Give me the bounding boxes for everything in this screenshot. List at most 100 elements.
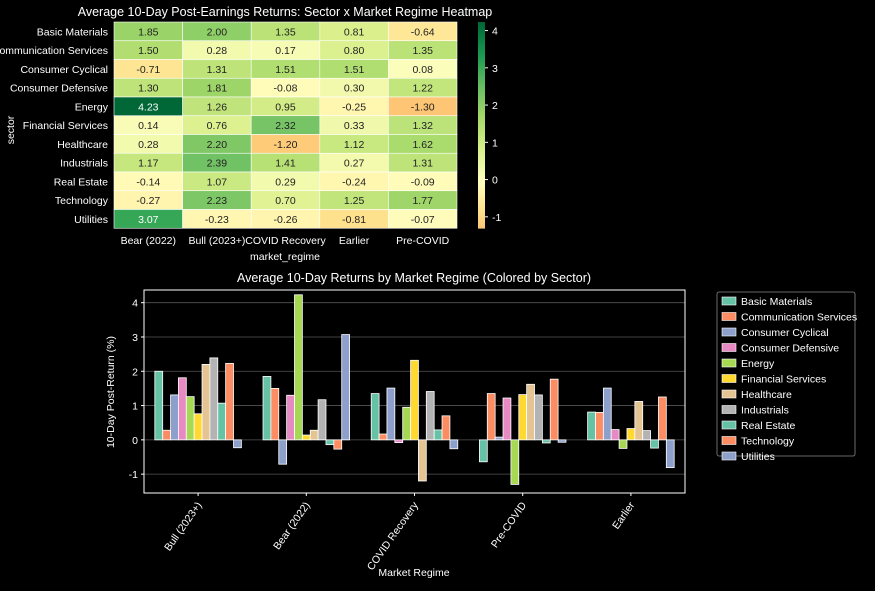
bar-industrials xyxy=(534,394,543,441)
colorbar-segment xyxy=(478,127,485,130)
bar-consumer-cyclical xyxy=(170,394,179,441)
colorbar-segment xyxy=(478,223,485,227)
colorbar-segment xyxy=(478,100,485,103)
colorbar-segment xyxy=(478,180,485,184)
colorbar-segment xyxy=(478,221,485,225)
colorbar-segment xyxy=(478,81,485,85)
colorbar-tick-label: -1 xyxy=(492,212,501,224)
colorbar-segment xyxy=(478,54,485,58)
colorbar-segment xyxy=(478,184,485,188)
bar-industrials xyxy=(317,399,327,441)
colorbar-segment xyxy=(478,125,485,128)
heatmap-column-label: Bear (2022) xyxy=(121,235,176,247)
bar-real-estate xyxy=(541,439,551,444)
colorbar-segment xyxy=(478,160,485,163)
heatmap-cell-value: 2.20 xyxy=(207,139,228,151)
bar-technology xyxy=(333,439,343,450)
bar-chart: Average 10-Day Returns by Market Regime … xyxy=(105,271,857,579)
x-tick-label: Bull (2023+) xyxy=(162,500,204,554)
bar-industrials xyxy=(209,357,219,441)
y-tick-label: 3 xyxy=(132,332,138,344)
heatmap-cell-value: 0.28 xyxy=(207,45,228,57)
bar-y-axis-label: 10-Day Post-Return (%) xyxy=(105,336,117,448)
heatmap-cell-value: 2.23 xyxy=(207,195,228,207)
heatmap-cell-value: 1.35 xyxy=(412,45,433,57)
legend-label: Energy xyxy=(741,358,775,370)
bar-utilities xyxy=(665,439,675,469)
colorbar-segment xyxy=(478,22,485,25)
heatmap-cell-value: 1.25 xyxy=(344,195,365,207)
heatmap-cell-value: 0.28 xyxy=(138,139,159,151)
y-tick-label: 0 xyxy=(132,435,138,447)
colorbar-segment xyxy=(478,28,485,31)
heatmap-cell-value: 1.22 xyxy=(412,83,433,95)
heatmap-cell-value: 1.51 xyxy=(344,64,365,76)
colorbar-segment xyxy=(478,178,485,182)
colorbar-segment xyxy=(478,42,485,46)
colorbar-segment xyxy=(478,147,485,151)
colorbar-segment xyxy=(478,87,485,91)
heatmap-cell-value: 1.26 xyxy=(207,101,228,113)
colorbar-segment xyxy=(478,209,485,213)
bar-consumer-defensive xyxy=(502,397,512,441)
heatmap-cell-value: -0.09 xyxy=(411,176,435,188)
colorbar-segment xyxy=(478,139,485,143)
colorbar-segment xyxy=(478,137,485,141)
colorbar-tick-label: 1 xyxy=(492,137,498,149)
colorbar-tick-label: 3 xyxy=(492,63,498,75)
y-tick-label: 2 xyxy=(132,366,138,378)
heatmap-chart: Average 10-Day Post-Earnings Returns: Se… xyxy=(0,5,501,263)
colorbar-segment xyxy=(478,24,485,27)
heatmap-cell-value: 2.00 xyxy=(207,26,228,38)
heatmap-cell-value: 0.70 xyxy=(275,195,296,207)
heatmap-cell-value: 1.07 xyxy=(207,176,228,188)
colorbar-segment xyxy=(478,205,485,208)
colorbar-segment xyxy=(478,172,485,176)
colorbar-segment xyxy=(478,151,485,155)
bar-real-estate xyxy=(650,439,659,449)
heatmap-cell-value: 1.17 xyxy=(138,158,159,170)
bar-financial-services xyxy=(193,413,203,441)
legend-label: Industrials xyxy=(741,405,789,417)
colorbar-segment xyxy=(478,195,485,198)
colorbar-segment xyxy=(478,26,485,29)
heatmap-cell-value: 1.62 xyxy=(412,139,433,151)
heatmap-cell-value: 0.08 xyxy=(412,64,433,76)
bar-utilities xyxy=(341,334,350,441)
heatmap-title: Average 10-Day Post-Earnings Returns: Se… xyxy=(78,5,493,19)
colorbar-segment xyxy=(478,52,485,56)
colorbar-segment xyxy=(478,157,485,161)
bar-real-estate xyxy=(217,402,227,441)
colorbar-segment xyxy=(478,44,485,48)
heatmap-cell-value: 1.41 xyxy=(275,158,296,170)
colorbar-segment xyxy=(478,197,485,200)
legend: Basic Materials Communication Services Con… xyxy=(716,291,857,463)
colorbar-tick-label: 0 xyxy=(492,175,498,187)
heatmap-cell-value: 0.33 xyxy=(344,120,365,132)
legend-label: Consumer Cyclical xyxy=(741,327,829,339)
legend-swatch xyxy=(721,343,737,352)
colorbar-tick-label: 4 xyxy=(492,26,498,38)
bar-technology xyxy=(225,362,234,441)
colorbar-segment xyxy=(478,83,485,87)
colorbar-segment xyxy=(478,85,485,89)
heatmap-cell-value: 1.35 xyxy=(275,26,296,38)
colorbar-segment xyxy=(478,46,485,50)
bar-real-estate xyxy=(325,439,335,446)
heatmap-row-label: Consumer Defensive xyxy=(10,83,108,95)
bar-real-estate xyxy=(433,429,443,441)
colorbar-segment xyxy=(478,50,485,54)
colorbar-segment xyxy=(478,116,485,120)
legend-label: Basic Materials xyxy=(741,296,812,308)
colorbar-segment xyxy=(478,65,485,68)
heatmap-cell-value: -1.20 xyxy=(274,139,298,151)
colorbar-segment xyxy=(478,102,485,105)
bar-consumer-defensive xyxy=(178,377,187,441)
legend-box xyxy=(716,291,856,457)
x-tick-label: Pre-COVID xyxy=(489,499,530,550)
colorbar-segment xyxy=(478,174,485,178)
colorbar-segment xyxy=(478,192,485,196)
colorbar-segment xyxy=(478,120,485,124)
bar-consumer-defensive xyxy=(610,429,620,441)
bar-communication-services xyxy=(270,388,280,441)
